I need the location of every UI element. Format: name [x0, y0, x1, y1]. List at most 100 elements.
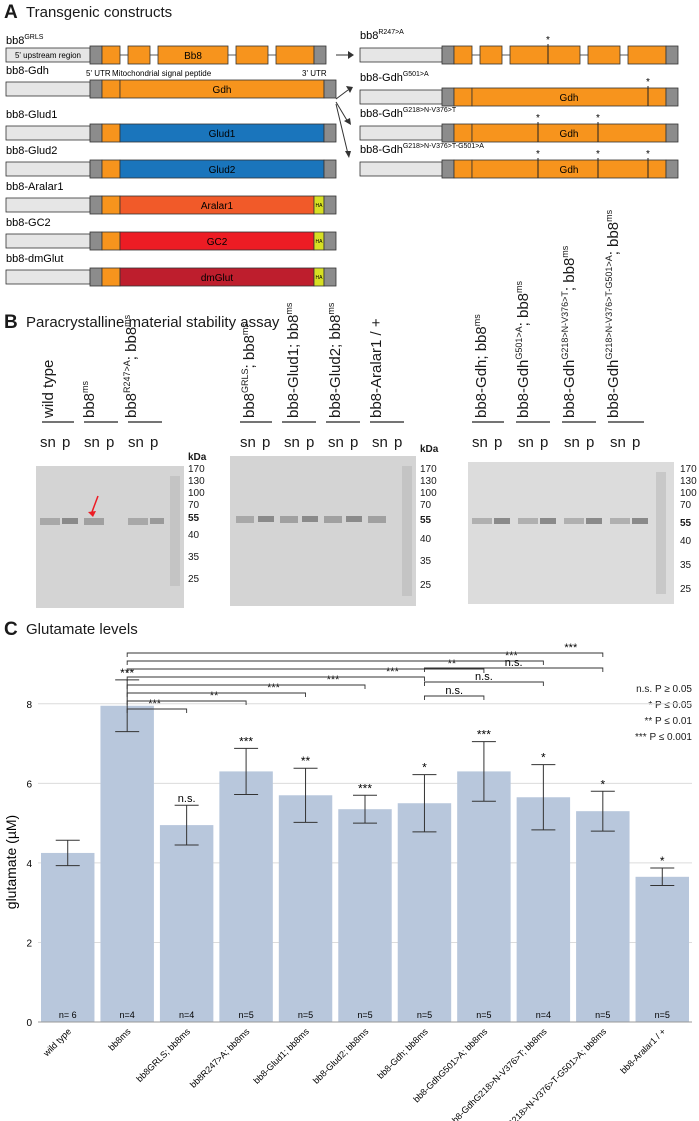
upstream-region-box: [5, 81, 91, 97]
significance-bracket: [126, 668, 485, 673]
ladder-70: 70: [188, 500, 200, 511]
n-label: n=5: [655, 1010, 670, 1020]
gene-label: Glud1: [209, 129, 236, 140]
n-label: n= 6: [59, 1010, 77, 1020]
gel3-sn-3: sn: [564, 434, 580, 451]
significance-label: n.s.: [178, 793, 196, 805]
ladder-130: 130: [420, 476, 437, 487]
construct-label: bb8-dmGlut: [6, 253, 63, 265]
bracket-label: ***: [327, 674, 341, 686]
chart-y-axis-label: glutamate (µM): [3, 815, 19, 909]
panel-b-title: Paracrystalline material stability assay: [26, 314, 280, 331]
significance-bracket: [126, 660, 544, 665]
gel1-lane-r247a: bb8R247>A; bb8ms: [122, 314, 140, 418]
gel2-p-3: p: [350, 434, 359, 451]
utr3-box: [665, 45, 679, 65]
gel2-lane-glud1: bb8-Glud1; bb8ms: [284, 302, 302, 418]
mito-signal-box: [101, 123, 121, 143]
mito-signal-box: [101, 267, 121, 287]
gel2-lane-aralar1: bb8-Aralar1 / +: [368, 318, 385, 418]
ha-tag-label: HA: [316, 275, 324, 281]
upstream-region-box: [5, 197, 91, 213]
y-tick-label: 0: [26, 1018, 32, 1029]
bar: [576, 811, 630, 1022]
bar: [100, 705, 154, 1022]
gel3-sn-4: sn: [610, 434, 626, 451]
bar: [635, 876, 689, 1022]
bar: [278, 795, 333, 1022]
gene-label: Aralar1: [201, 201, 234, 212]
significance-bracket: [126, 676, 425, 681]
utr3-box: [323, 79, 337, 99]
gel1-sn-2: sn: [84, 434, 100, 451]
significance-label: *: [660, 854, 665, 868]
y-tick-label: 6: [26, 779, 32, 790]
right-constructs: bb8R247>A*bb8-GdhG501>AGdh*bb8-GdhG218>N…: [359, 29, 679, 179]
n-label: n=4: [179, 1010, 194, 1020]
upstream-region-box: [359, 161, 443, 177]
n-label: n=5: [357, 1010, 372, 1020]
upstream-region-box: [359, 125, 443, 141]
utr3-box: [665, 123, 679, 143]
x-tick-label: bb8R247>A; bb8ms: [188, 1026, 252, 1090]
legend-ns: n.s. P ≥ 0.05: [636, 684, 692, 695]
utr5-box: [441, 45, 455, 65]
significance-bracket: [126, 708, 188, 713]
construct-label: bb8-GC2: [6, 217, 51, 229]
mutation-site-star: *: [536, 113, 540, 124]
gel3-p-4: p: [632, 434, 641, 451]
exon-box: [479, 45, 503, 65]
significance-bracket: [126, 692, 306, 697]
legend-one-star: * P ≤ 0.05: [648, 700, 692, 711]
utr3-box: [665, 87, 679, 107]
significance-label: *: [600, 777, 605, 791]
upstream-region-box: [5, 161, 91, 177]
bracket-label: n.s.: [505, 657, 523, 669]
panel-a-letter: A: [4, 2, 18, 23]
significance-label: *: [422, 761, 427, 775]
x-tick-label: wild type: [41, 1026, 74, 1059]
mito-signal-box: [101, 231, 121, 251]
ha-tag-label: HA: [316, 203, 324, 209]
significance-bracket: [424, 667, 604, 672]
x-tick-label: bb8-Aralar1 / +: [618, 1026, 667, 1075]
gel2-sn-3: sn: [328, 434, 344, 451]
gel1-kda-label: kDa: [188, 452, 207, 463]
gel3-sn-1: sn: [472, 434, 488, 451]
gel1-lane-bars: [42, 421, 162, 423]
gel2-sn-2: sn: [284, 434, 300, 451]
construct-bb8-aralar1: bb8-Aralar1 Aralar1 HA: [5, 181, 337, 215]
exon-box: [587, 45, 621, 65]
construct-bb8-dmglut: bb8-dmGlut dmGlut HA: [5, 253, 337, 287]
gel3-p-3: p: [586, 434, 595, 451]
significance-bracket: [424, 695, 485, 700]
utr5-box: [441, 159, 455, 179]
bar: [516, 797, 571, 1022]
gene-label: Gdh: [560, 165, 579, 176]
ladder-100: 100: [420, 488, 437, 499]
x-tick-label: bb8-Glud2; bb8ms: [311, 1026, 371, 1086]
construct-bb8-glud1: bb8-Glud1 Glud1: [5, 109, 337, 143]
ha-tag-label: HA: [316, 239, 324, 245]
gel1-sn-1: sn: [40, 434, 56, 451]
mutant-construct: bb8-GdhG501>A Gdh *: [359, 71, 679, 107]
exon-box: [235, 45, 269, 65]
bracket-label: **: [210, 690, 219, 702]
ladder-130: 130: [188, 476, 205, 487]
mito-signal-box: [101, 79, 121, 99]
ladder-40: 40: [188, 530, 200, 541]
ladder-55: 55: [188, 513, 200, 524]
bar: [397, 803, 452, 1022]
exon-box: [275, 45, 315, 65]
significance-bracket: [126, 684, 366, 689]
construct-label: bb8-Gdh: [6, 65, 49, 77]
upstream-region-box: [5, 125, 91, 141]
panel-b-letter: B: [4, 312, 18, 333]
ladder-40: 40: [680, 536, 692, 547]
gel3-lane-gdh: bb8-Gdh; bb8ms: [472, 314, 490, 418]
construct-label: bb8-Glud2: [6, 145, 57, 157]
ladder-170: 170: [188, 464, 205, 475]
panel-a-title: Transgenic constructs: [26, 4, 173, 21]
chart-brackets: **********************n.s.n.s.n.s.: [126, 642, 604, 713]
legend-two-star: ** P ≤ 0.01: [644, 716, 692, 727]
